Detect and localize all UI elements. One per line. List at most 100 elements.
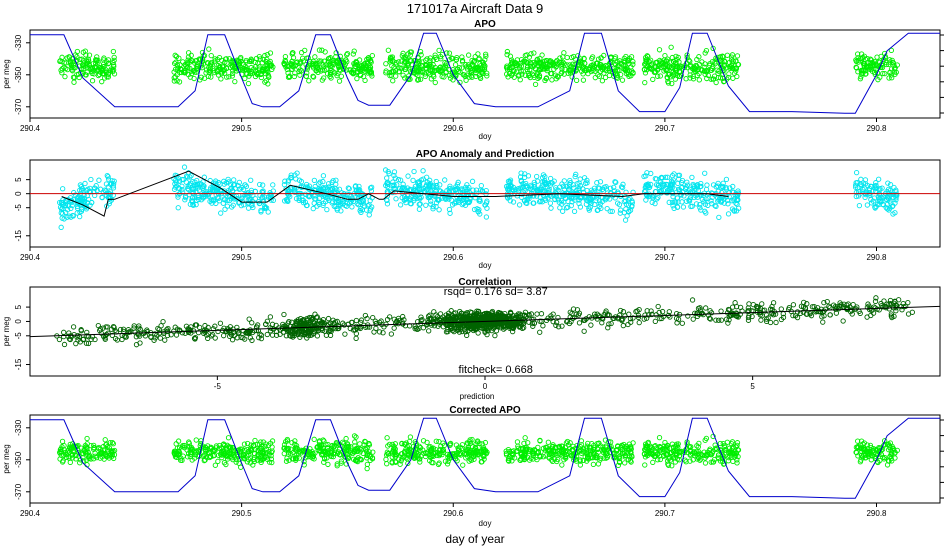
apo-point [188,68,194,74]
correlation-point [290,334,296,340]
anomaly-point [616,202,623,208]
corrected-point [201,452,207,459]
anomaly-point [887,182,894,188]
apo-point [407,52,414,58]
correlation-point [125,329,132,336]
anomaly-point [520,183,526,190]
apo-point [387,72,393,79]
correlation-point [564,319,570,325]
anomaly-point [560,208,566,214]
anomaly-point [104,173,110,179]
correlation-point [158,323,164,329]
anomaly-point [330,178,336,184]
correlation-point [229,337,236,343]
correlation-point [160,319,166,325]
corrected-point [218,452,225,458]
apo-point [176,79,183,85]
correlation-point [295,317,301,323]
anomaly-point [724,197,731,203]
anomaly-point [548,205,554,211]
apo-point [874,54,880,60]
correlation-point [824,299,830,305]
anomaly-point [553,185,559,191]
apo-point [583,65,589,72]
apo-point [110,48,117,55]
apo-point [176,55,182,61]
correlation-point [455,326,462,332]
anomaly-point [475,209,481,215]
correlation-point [227,333,233,339]
anomaly-point [330,198,336,205]
corrected-point [66,455,72,461]
correlation-point [83,340,90,346]
apo-point [188,52,194,58]
anomaly-point [404,185,411,191]
anomaly-point [228,185,235,191]
correlation-point [312,322,319,329]
anomaly-point [893,197,899,203]
anomaly-point [221,178,227,184]
figure-bottom-label: day of year [445,532,504,546]
correlation-point [273,322,279,328]
correlation-point [420,325,427,331]
anomaly-point [320,178,326,185]
anomaly-point [446,206,453,213]
correlation-point [726,313,732,319]
apo-point [285,74,292,80]
apo-point [303,73,309,79]
correlation-point [804,311,810,317]
apo-point [601,70,607,76]
apo-point [621,55,627,62]
anomaly-point [215,179,222,186]
apo-point [81,60,87,66]
apo-point [877,74,883,80]
apo-point [672,64,678,70]
anomaly-point [531,182,538,188]
anomaly-point [674,195,681,201]
apo-point [874,70,881,76]
anomaly-point [613,179,619,185]
apo-point [589,54,596,60]
corrected-point [269,438,276,444]
anomaly-point [320,185,326,191]
anomaly-point [653,176,660,182]
apo-point [172,60,178,67]
apo-point [721,63,727,69]
apo-point [580,77,587,83]
anomaly-point [437,182,443,188]
apo-point [853,57,859,63]
correlation-point [142,333,149,339]
anomaly-point [534,173,540,180]
corrected-point [242,447,248,453]
correlation-point [826,303,832,309]
anomaly-point [243,183,250,189]
apo-point [174,62,181,68]
anomaly-point [270,182,276,188]
correlation-point [210,326,216,332]
apo-point [431,74,437,80]
correlation-point [685,313,691,319]
apo-point [475,51,481,57]
anomaly-point [360,200,366,206]
apo-point [619,77,626,83]
apo-point [260,56,266,63]
apo-point [602,74,609,81]
correlation-point [491,322,497,328]
apo-point [734,73,740,80]
anomaly-point [417,182,423,189]
apo-point [441,74,447,80]
correlation-point [655,303,661,310]
anomaly-point [304,202,310,209]
corrected-point [69,455,76,461]
apo-point [549,77,555,83]
correlation-point [599,320,605,326]
correlation-point [319,319,326,325]
anomaly-point [668,178,675,184]
apo-point [599,78,606,84]
anomaly-point [693,201,700,207]
anomaly-point [338,208,344,214]
correlation-point [530,323,536,329]
correlation-point [773,319,779,326]
apo-point [242,75,248,82]
apo-ytick-label: -350 [14,66,23,83]
